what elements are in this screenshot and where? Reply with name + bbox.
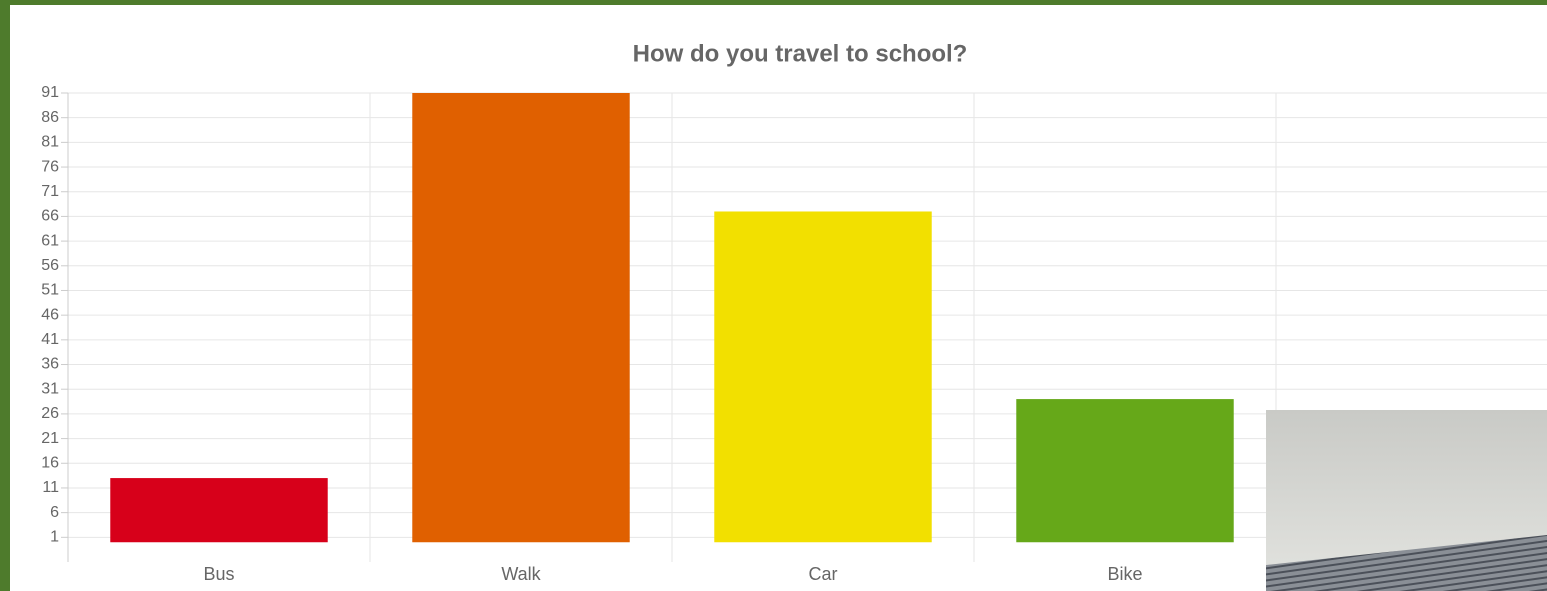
y-tick-label: 46 <box>41 306 59 323</box>
bar <box>412 93 629 542</box>
y-tick-label: 71 <box>41 183 59 200</box>
y-tick-label: 91 <box>41 84 59 101</box>
y-tick-label: 86 <box>41 109 59 126</box>
y-tick-label: 51 <box>41 282 59 299</box>
y-tick-label: 6 <box>50 504 59 521</box>
y-tick-label: 56 <box>41 257 59 274</box>
page: How do you travel to school? 16111621263… <box>0 0 1547 591</box>
chart-title: How do you travel to school? <box>633 40 968 67</box>
bar <box>110 478 327 542</box>
y-tick-label: 81 <box>41 134 59 151</box>
y-tick-label: 31 <box>41 380 59 397</box>
x-tick-label: Bus <box>203 564 234 584</box>
y-tick-label: 1 <box>50 529 59 546</box>
x-tick-label: Bike <box>1107 564 1142 584</box>
x-tick-label: Walk <box>501 564 541 584</box>
y-tick-label: 21 <box>41 430 59 447</box>
y-tick-label: 41 <box>41 331 59 348</box>
y-tick-label: 16 <box>41 454 59 471</box>
y-tick-label: 11 <box>42 479 59 496</box>
y-tick-label: 26 <box>41 405 59 422</box>
bar <box>1016 399 1233 542</box>
bar <box>714 211 931 542</box>
y-tick-label: 36 <box>41 356 59 373</box>
chart: How do you travel to school? 16111621263… <box>0 0 1547 591</box>
y-tick-label: 76 <box>41 158 59 175</box>
x-tick-label: Car <box>808 564 837 584</box>
photo <box>1266 410 1547 591</box>
y-tick-label: 61 <box>41 232 59 249</box>
y-tick-label: 66 <box>41 208 59 225</box>
